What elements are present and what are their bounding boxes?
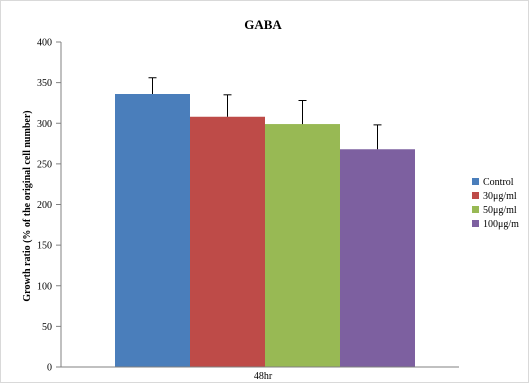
y-tick-label: 50 [42,322,52,333]
x-axis-label: 48hr [254,371,273,382]
legend-swatch [472,220,479,227]
y-tick-label: 300 [37,119,52,130]
legend-item: 30μg/ml [472,191,517,202]
legend-label: 100μg/m [483,219,519,230]
error-bars [148,77,382,150]
y-axis-label: Growth ratio (% of the original cell num… [22,110,33,301]
y-tick-label: 100 [37,281,52,292]
y-tick-label: 400 [37,38,52,49]
legend-label: 30μg/ml [483,191,517,202]
legend-item: Control [472,177,514,188]
chart-title: GABA [244,17,282,32]
legend-item: 50μg/ml [472,205,517,216]
y-tick-label: 250 [37,159,52,170]
bar [190,116,265,367]
legend: Control 30μg/ml 50μg/ml 100μg/m [472,177,519,230]
bar [115,94,190,367]
y-tick-label: 0 [47,363,52,374]
y-tick-label: 150 [37,241,52,252]
bar [340,149,415,367]
legend-label: Control [483,177,514,188]
bars [115,94,415,367]
y-axis: 0 50 100 150 200 250 300 350 400 [37,38,61,374]
legend-swatch [472,192,479,199]
bar [265,124,340,367]
legend-swatch [472,206,479,213]
legend-item: 100μg/m [472,219,519,230]
legend-label: 50μg/ml [483,205,517,216]
legend-swatch [472,178,479,185]
y-tick-label: 200 [37,200,52,211]
y-tick-label: 350 [37,78,52,89]
